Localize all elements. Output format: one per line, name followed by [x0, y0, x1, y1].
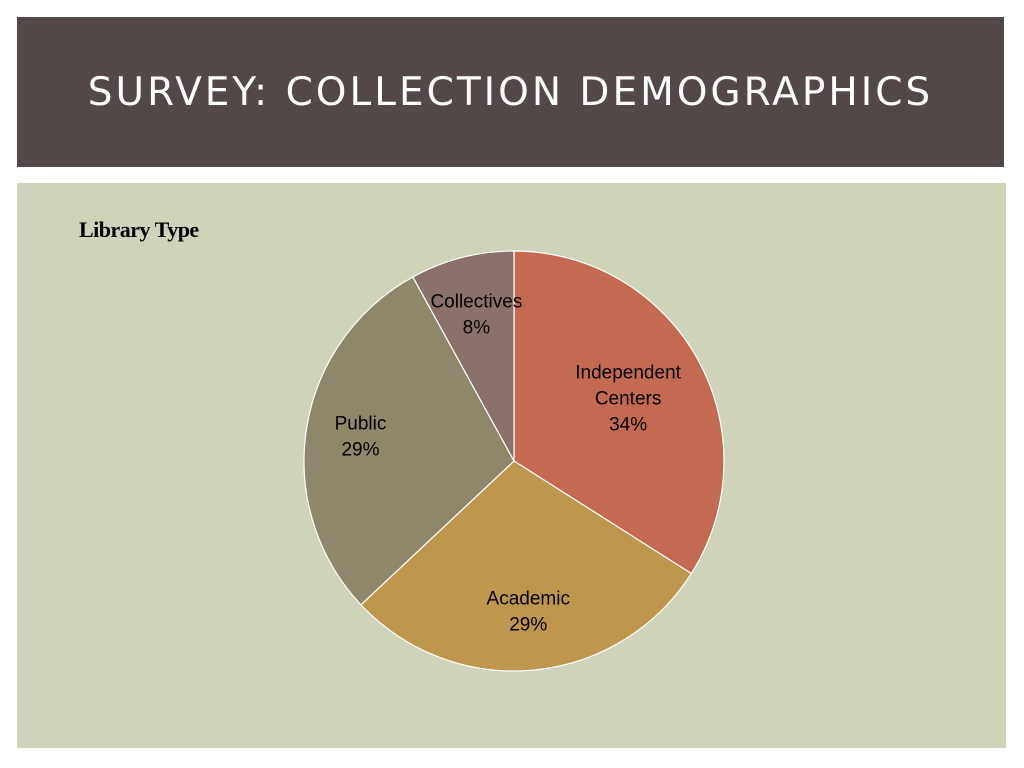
slice-label-independent-centers: Independent Centers 34% [575, 362, 681, 435]
pie-chart: Independent Centers 34% Academic 29% Public 29… [303, 250, 725, 672]
pie-slice-academic [360, 460, 693, 672]
content-panel: Library Type Independent Centers 34% Academ… [17, 183, 1006, 748]
slice-label-collectives: Collectives 8% [430, 292, 522, 339]
slice-label-public: Public 29% [335, 414, 387, 461]
chart-title: Library Type [79, 217, 199, 242]
slide-title: SURVEY: COLLECTION DEMOGRAPHICS [87, 69, 934, 115]
pie-slice-public [303, 276, 515, 606]
slice-label-academic: Academic 29% [487, 589, 570, 636]
pie-slice-independent-centers [513, 250, 725, 575]
pie-slice-collectives [412, 250, 515, 462]
title-bar: SURVEY: COLLECTION DEMOGRAPHICS [17, 17, 1004, 167]
